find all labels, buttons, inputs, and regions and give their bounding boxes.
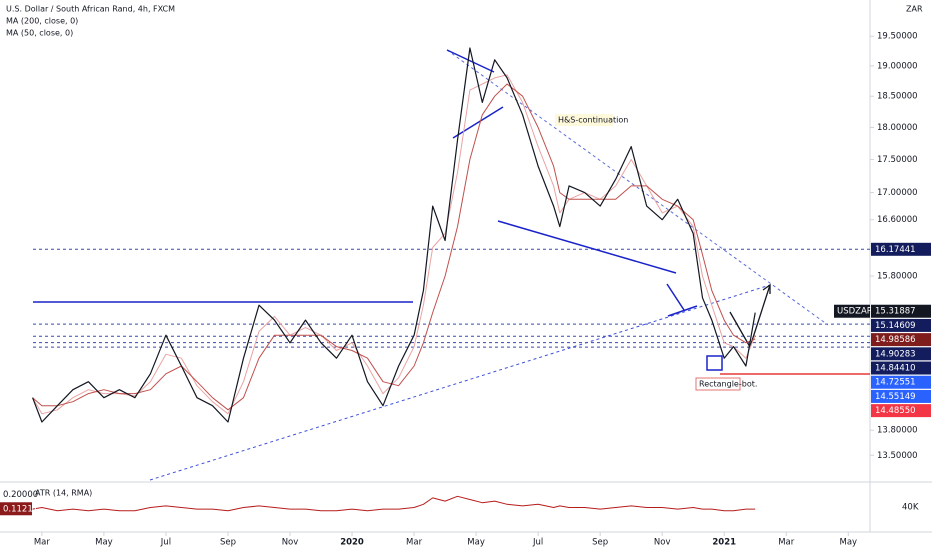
- pattern-line: [452, 106, 504, 139]
- price-badge-label: 14.90283: [875, 349, 916, 359]
- x-tick-label: Sep: [592, 538, 608, 548]
- price-badge: [871, 347, 931, 361]
- y-tick-label: 19.50000: [877, 32, 918, 42]
- price-badge-label: 14.48550: [875, 406, 916, 416]
- y-tick-label: 16.60000: [877, 215, 918, 225]
- annotation-bg: [695, 377, 741, 391]
- neckline: [497, 220, 677, 274]
- price-badge: [871, 361, 931, 375]
- x-tick-label: 2021: [712, 538, 736, 548]
- atr-badge-label: 0.11211: [3, 504, 38, 514]
- drawings: [33, 49, 870, 481]
- price-badge-label: 14.55149: [875, 392, 916, 402]
- x-tick-label: May: [95, 538, 113, 548]
- series-line: [32, 83, 756, 411]
- price-badge: [871, 333, 931, 347]
- price-badge: [871, 318, 931, 332]
- legend-entry: MA (200, close, 0): [6, 17, 78, 26]
- currency: ZAR: [906, 5, 923, 14]
- y-tick-label: 17.50000: [877, 155, 918, 165]
- x-tick-label: Mar: [34, 538, 51, 548]
- annotation-bg: [555, 114, 613, 126]
- x-tick-label: 2020: [340, 538, 364, 548]
- arrow-head: [762, 283, 771, 294]
- atr-tick-label: 0.20000: [3, 490, 38, 500]
- y-tick-label: 15.80000: [877, 271, 918, 281]
- y-tick-label: 19.00000: [877, 61, 918, 71]
- y-tick-label: 17.00000: [877, 188, 918, 198]
- price-badge-label: 16.17441: [875, 245, 916, 255]
- atr-title: ATR (14, RMA): [35, 489, 92, 498]
- x-tick-label: Mar: [406, 538, 423, 548]
- price-badge: [871, 242, 931, 256]
- annotation: Rectangle-bot.: [699, 380, 757, 389]
- price-badge-label: 15.31887: [875, 307, 916, 317]
- series-line: [32, 47, 756, 423]
- x-tick-label: Jul: [532, 538, 543, 548]
- y-tick-label: 18.00000: [877, 123, 918, 133]
- x-tick-label: Nov: [282, 538, 299, 548]
- pattern-line: [446, 49, 495, 73]
- y-tick-label: 18.50000: [877, 92, 918, 102]
- x-tick-label: Nov: [654, 538, 671, 548]
- price-badge: [871, 375, 931, 389]
- x-tick-label: May: [839, 538, 857, 548]
- price-badge: [871, 304, 931, 318]
- pattern-line: [667, 305, 698, 317]
- price-badge-label: 14.98586: [875, 335, 916, 345]
- y-tick-label: 13.80000: [877, 426, 918, 436]
- x-tick-label: May: [467, 538, 485, 548]
- price-badge-label: 15.14609: [875, 321, 916, 331]
- rectangle: [706, 355, 723, 371]
- trend-line: [446, 49, 829, 326]
- atr-axis-note: 40K: [902, 503, 919, 513]
- y-tick-label: 13.50000: [877, 451, 918, 461]
- pattern-line: [666, 283, 685, 311]
- chart-title: U.S. Dollar / South African Rand, 4h, FX…: [6, 5, 175, 14]
- trend-line: [149, 284, 771, 481]
- price-badge: [871, 404, 931, 418]
- series-line: [32, 495, 756, 512]
- symbol-badge: [834, 304, 870, 318]
- x-tick-label: Sep: [220, 538, 236, 548]
- price-badge-label: 14.72551: [875, 378, 916, 388]
- price-badge: [871, 389, 931, 403]
- x-tick-label: Jul: [160, 538, 171, 548]
- price-badge-label: 14.84410: [875, 364, 916, 374]
- series-line: [32, 74, 756, 415]
- atr-badge: [0, 502, 32, 516]
- annotation: H&S-continuation: [558, 116, 628, 125]
- plot: [32, 47, 756, 423]
- legend-entry: MA (50, close, 0): [6, 29, 73, 38]
- symbol-label: USDZAR: [837, 307, 873, 317]
- x-tick-label: Mar: [778, 538, 795, 548]
